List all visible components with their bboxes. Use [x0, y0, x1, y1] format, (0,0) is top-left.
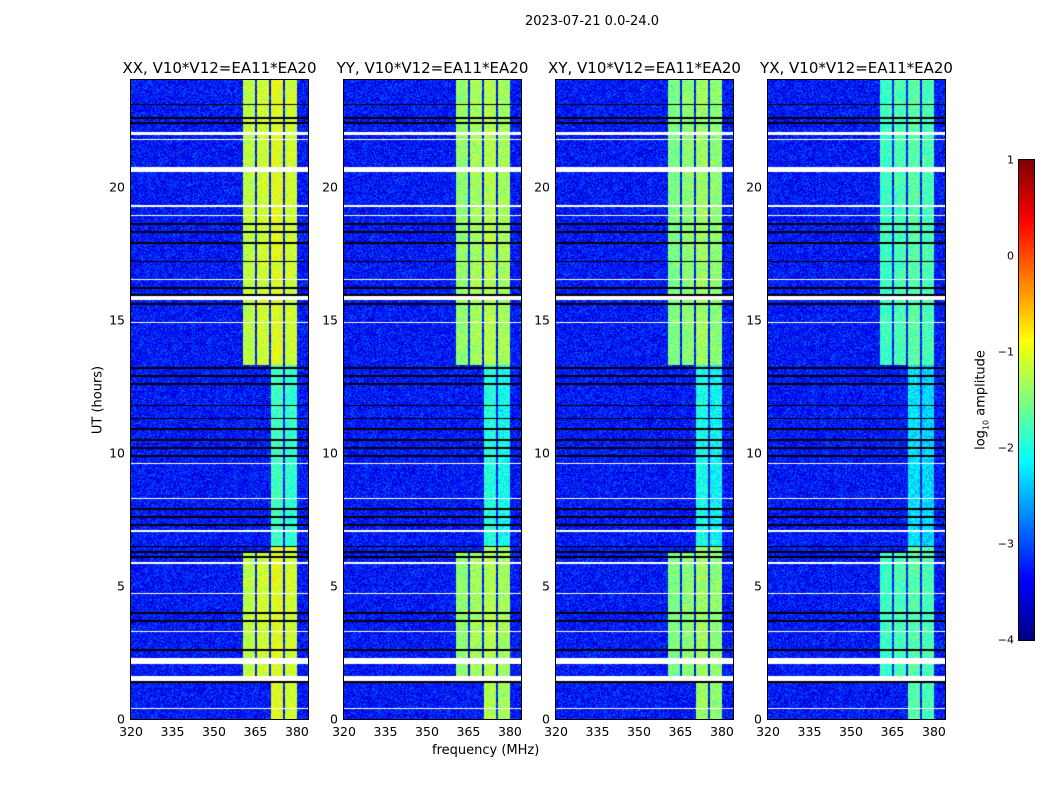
- x-tick-label: 380: [710, 724, 734, 739]
- panel-frame: [343, 79, 522, 720]
- y-axis-label: UT (hours): [90, 365, 106, 435]
- x-tick-label: 350: [202, 724, 226, 739]
- heatmap-1: [131, 80, 308, 719]
- colorbar-tick-label: 0: [1007, 249, 1014, 263]
- panel-frame: [555, 79, 734, 720]
- x-tick-label: 335: [797, 724, 822, 739]
- panel-title: XY, V10*V12=EA11*EA20: [548, 59, 741, 77]
- y-tick-label: 0: [754, 711, 762, 727]
- y-tick-label: 20: [746, 179, 762, 194]
- y-tick-label: 15: [534, 312, 550, 328]
- x-tick-label: 380: [285, 724, 309, 739]
- suptitle: 2023-07-21 0.0-24.0: [525, 14, 659, 29]
- x-tick-label: 320: [332, 724, 356, 739]
- x-tick-label: 320: [756, 724, 780, 739]
- x-tick-label: 380: [498, 724, 522, 739]
- x-tick-label: 335: [585, 724, 610, 739]
- x-axis-label: frequency (MHz): [432, 743, 540, 758]
- heatmap-3: [556, 80, 733, 719]
- y-tick-label: 0: [330, 711, 338, 727]
- y-tick-label: 10: [746, 445, 762, 461]
- colorbar-label: log10 amplitude: [973, 350, 991, 450]
- x-tick-label: 335: [160, 724, 185, 739]
- panel-title: YX, V10*V12=EA11*EA20: [760, 59, 953, 77]
- y-tick-label: 15: [109, 312, 125, 328]
- colorbar-tick-label: −4: [997, 633, 1014, 647]
- colorbar-tick-label: −3: [997, 537, 1014, 551]
- colorbar: [1019, 160, 1034, 640]
- x-tick-label: 350: [839, 724, 863, 739]
- panel-frame: [767, 79, 946, 720]
- y-tick-label: 0: [542, 711, 550, 727]
- x-tick-label: 335: [373, 724, 398, 739]
- x-tick-label: 350: [627, 724, 651, 739]
- y-tick-label: 20: [322, 179, 338, 194]
- y-tick-label: 0: [117, 711, 125, 727]
- x-tick-label: 365: [243, 724, 268, 739]
- y-tick-label: 5: [117, 578, 125, 594]
- y-tick-label: 5: [542, 578, 550, 594]
- colorbar-tick-label: −1: [997, 345, 1014, 359]
- colorbar-tick-label: 1: [1007, 153, 1014, 167]
- heatmap-4: [768, 80, 945, 719]
- y-tick-label: 10: [322, 445, 338, 461]
- y-tick-label: 5: [754, 578, 762, 594]
- y-tick-label: 5: [330, 578, 338, 594]
- panel-title: XX, V10*V12=EA11*EA20: [122, 59, 317, 77]
- colorbar-tick-label: −2: [997, 441, 1014, 455]
- x-tick-label: 320: [544, 724, 568, 739]
- x-tick-label: 350: [415, 724, 439, 739]
- y-tick-label: 10: [109, 445, 125, 461]
- x-tick-label: 365: [456, 724, 481, 739]
- x-tick-label: 365: [880, 724, 905, 739]
- y-tick-label: 15: [746, 312, 762, 328]
- y-tick-label: 10: [534, 445, 550, 461]
- y-tick-label: 20: [534, 179, 550, 194]
- panel-frame: [130, 79, 309, 720]
- panel-title: YY, V10*V12=EA11*EA20: [336, 59, 529, 77]
- heatmap-2: [344, 80, 521, 719]
- x-tick-label: 380: [922, 724, 946, 739]
- colorbar-frame: [1018, 159, 1035, 641]
- x-tick-label: 365: [668, 724, 693, 739]
- y-tick-label: 15: [322, 312, 338, 328]
- x-tick-label: 320: [119, 724, 143, 739]
- y-tick-label: 20: [109, 179, 125, 194]
